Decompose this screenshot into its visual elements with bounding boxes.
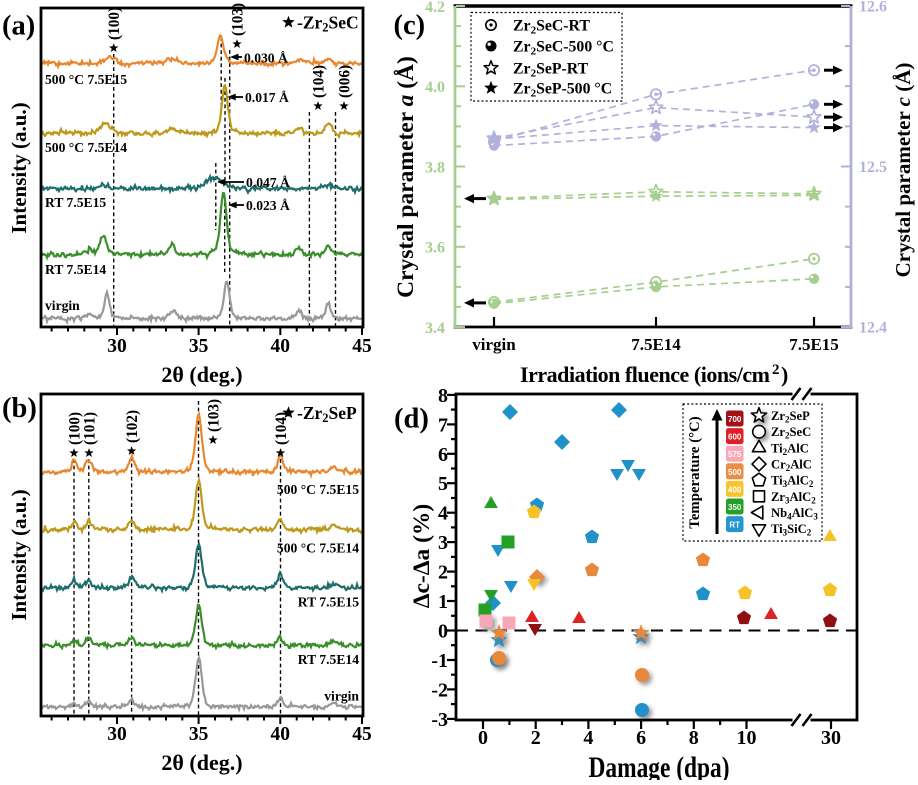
svg-text:Zr2SeP: Zr2SeP [771, 409, 810, 425]
svg-text:4: 4 [583, 727, 593, 749]
svg-text:1: 1 [438, 591, 448, 613]
svg-text:3: 3 [438, 532, 448, 554]
svg-text:(104): (104) [311, 65, 328, 98]
svg-text:0.023 Å: 0.023 Å [246, 198, 290, 213]
svg-text:Intensity (a.u.): Intensity (a.u.) [7, 489, 31, 620]
svg-text:(103): (103) [206, 399, 223, 432]
svg-text:3.8: 3.8 [425, 160, 445, 177]
svg-text:Zr2SeP-500 °C: Zr2SeP-500 °C [513, 81, 612, 100]
svg-text:4.0: 4.0 [425, 79, 445, 96]
svg-text:4: 4 [438, 503, 448, 525]
svg-text:575: 575 [728, 450, 742, 459]
svg-text:35: 35 [189, 336, 209, 357]
svg-text:virgin: virgin [324, 689, 359, 704]
svg-text:500 °C 7.5E15: 500 °C 7.5E15 [277, 482, 359, 497]
svg-text:Ti3SiC2: Ti3SiC2 [771, 522, 812, 538]
svg-text:500 °C 7.5E15: 500 °C 7.5E15 [45, 72, 127, 87]
svg-text:(006): (006) [337, 65, 354, 98]
svg-text:Ti3AlC2: Ti3AlC2 [771, 474, 814, 490]
svg-text:3.4: 3.4 [425, 320, 445, 337]
svg-text:7.5E15: 7.5E15 [789, 335, 839, 354]
svg-text:Intensity (a.u.): Intensity (a.u.) [7, 102, 31, 233]
svg-text:RT 7.5E14: RT 7.5E14 [298, 652, 359, 667]
svg-text:500 °C 7.5E14: 500 °C 7.5E14 [277, 541, 359, 556]
svg-text:(100): (100) [67, 412, 84, 445]
svg-text:(c): (c) [394, 10, 426, 41]
svg-text:8: 8 [689, 727, 699, 749]
svg-text:350: 350 [728, 503, 742, 512]
svg-text:Irradiation fluence (ions/cm: Irradiation fluence (ions/cm [520, 362, 770, 387]
svg-text:12.6: 12.6 [859, 0, 887, 16]
svg-text:(101): (101) [82, 412, 99, 445]
svg-text:3.6: 3.6 [425, 240, 445, 257]
svg-text:2: 2 [772, 362, 780, 378]
svg-text:Ti2AlC: Ti2AlC [771, 441, 809, 457]
svg-text:(b): (b) [2, 393, 37, 424]
svg-text:40: 40 [271, 336, 291, 357]
svg-text:RT 7.5E15: RT 7.5E15 [45, 195, 106, 210]
svg-text:Temperature (°C): Temperature (°C) [687, 416, 703, 528]
svg-text:0.017 Å: 0.017 Å [245, 90, 289, 105]
svg-text:2: 2 [531, 727, 541, 749]
svg-text:500 °C 7.5E14: 500 °C 7.5E14 [45, 140, 127, 155]
svg-text:virgin: virgin [472, 335, 516, 354]
svg-text:-1: -1 [431, 650, 448, 672]
svg-text:700: 700 [728, 415, 742, 424]
svg-text:45: 45 [352, 336, 372, 357]
svg-text:12.5: 12.5 [859, 159, 887, 176]
svg-text:2θ (deg.): 2θ (deg.) [161, 362, 242, 387]
svg-text:RT: RT [729, 521, 740, 530]
svg-text:30: 30 [107, 336, 127, 357]
svg-text:600: 600 [728, 433, 742, 442]
svg-text:40: 40 [271, 724, 291, 745]
svg-text:(a): (a) [2, 11, 35, 42]
svg-text:5: 5 [438, 473, 448, 495]
svg-text:30: 30 [107, 724, 127, 745]
svg-text:12.4: 12.4 [859, 320, 887, 337]
svg-text:Nb4AlC3: Nb4AlC3 [771, 506, 818, 522]
svg-text:(d): (d) [394, 404, 429, 435]
svg-text:(104): (104) [273, 412, 290, 445]
svg-text:30: 30 [821, 727, 841, 749]
svg-text:0: 0 [438, 621, 448, 643]
svg-text:0: 0 [478, 727, 488, 749]
svg-text:Crystal parameter a (Å): Crystal parameter a (Å) [393, 56, 419, 298]
svg-text:45: 45 [352, 724, 372, 745]
svg-text:6: 6 [438, 444, 448, 466]
svg-text:35: 35 [189, 724, 209, 745]
svg-text:Crystal parameter c (Å): Crystal parameter c (Å) [891, 63, 915, 278]
svg-text:-2: -2 [431, 679, 448, 701]
svg-text:2θ (deg.): 2θ (deg.) [161, 750, 242, 775]
svg-text:Zr2SeC-500 °C: Zr2SeC-500 °C [513, 39, 614, 58]
svg-text:(103): (103) [230, 3, 247, 36]
svg-text:7: 7 [438, 414, 448, 436]
svg-text:): ) [781, 362, 788, 387]
svg-text:Cr2AlC: Cr2AlC [771, 458, 812, 474]
svg-text:0.030 Å: 0.030 Å [244, 51, 288, 66]
svg-text:virgin: virgin [45, 298, 80, 313]
svg-text:-3: -3 [431, 709, 448, 731]
svg-text:2: 2 [438, 562, 448, 584]
svg-text:4.2: 4.2 [425, 0, 445, 16]
svg-text:8: 8 [438, 385, 448, 407]
svg-text:RT 7.5E15: RT 7.5E15 [298, 595, 359, 610]
svg-text:Zr3AlC2: Zr3AlC2 [771, 490, 816, 506]
svg-text:6: 6 [636, 727, 646, 749]
svg-text:10: 10 [737, 727, 757, 749]
svg-text:Zr2SeP-RT: Zr2SeP-RT [513, 61, 589, 80]
svg-text:-Zr2SeP: -Zr2SeP [297, 403, 357, 425]
svg-text:7.5E14: 7.5E14 [631, 335, 681, 354]
svg-text:0.047 Å: 0.047 Å [246, 175, 290, 190]
svg-text:Δc-Δa (%): Δc-Δa (%) [409, 504, 435, 609]
svg-text:RT 7.5E14: RT 7.5E14 [45, 262, 106, 277]
svg-text:400: 400 [728, 485, 742, 494]
svg-text:Damage (dpa): Damage (dpa) [589, 751, 730, 780]
svg-text:Zr2SeC: Zr2SeC [771, 425, 811, 441]
svg-text:Zr2SeC-RT: Zr2SeC-RT [513, 18, 590, 37]
svg-text:500: 500 [728, 468, 742, 477]
svg-text:(102): (102) [124, 410, 141, 443]
svg-text:-Zr2SeC: -Zr2SeC [297, 13, 359, 35]
svg-text:(100): (100) [106, 7, 123, 40]
